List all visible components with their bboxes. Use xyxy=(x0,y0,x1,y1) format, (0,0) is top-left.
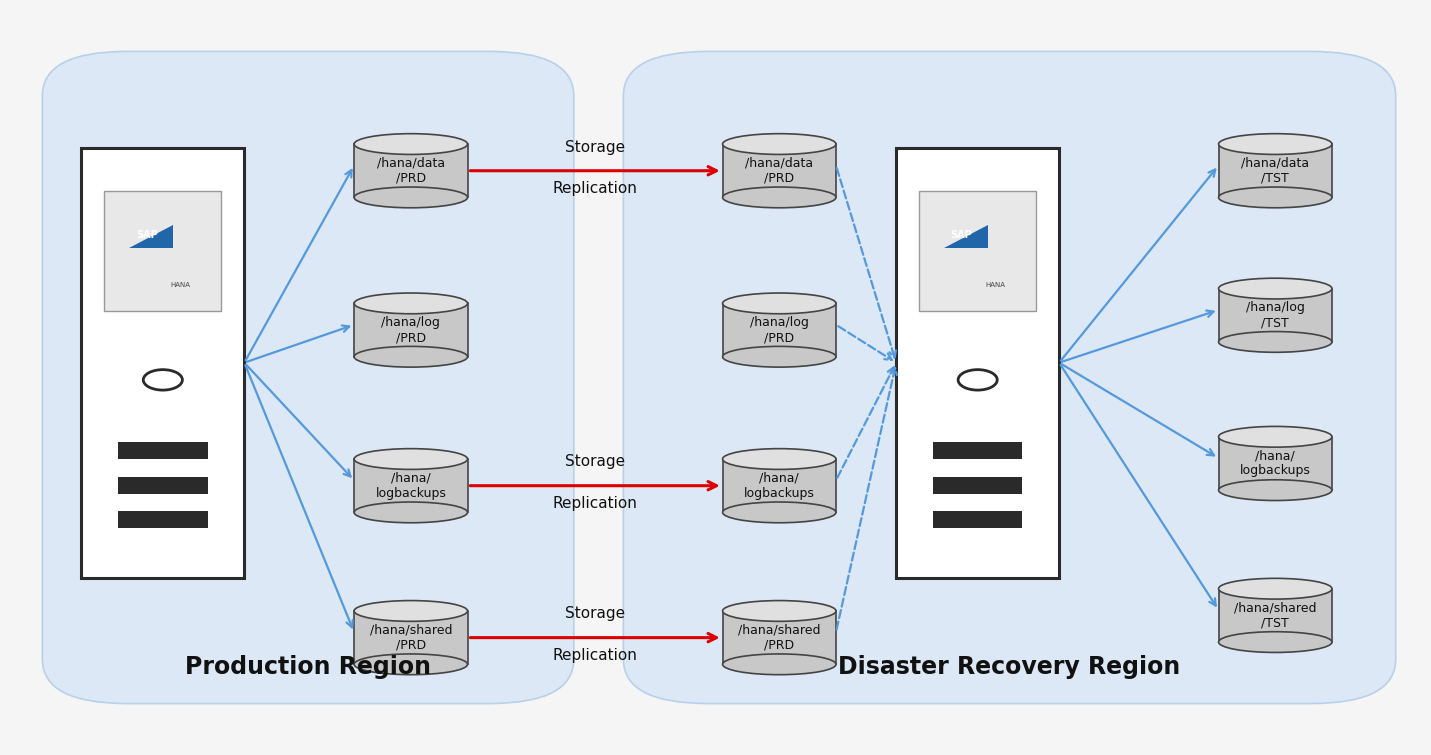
FancyBboxPatch shape xyxy=(43,51,574,704)
Text: Replication: Replication xyxy=(552,496,637,511)
Text: HANA: HANA xyxy=(170,282,190,288)
Bar xyxy=(723,459,836,513)
Text: /hana/shared
/PRD: /hana/shared /PRD xyxy=(738,624,820,652)
Bar xyxy=(723,304,836,357)
Ellipse shape xyxy=(1219,427,1332,447)
Text: /hana/data
/PRD: /hana/data /PRD xyxy=(746,157,813,185)
Ellipse shape xyxy=(1219,134,1332,155)
Ellipse shape xyxy=(723,134,836,155)
Text: Storage: Storage xyxy=(565,606,625,621)
Ellipse shape xyxy=(353,293,468,314)
Text: Storage: Storage xyxy=(565,140,625,155)
FancyBboxPatch shape xyxy=(896,148,1059,578)
Text: /hana/
logbackups: /hana/ logbackups xyxy=(375,472,446,500)
Circle shape xyxy=(959,370,997,390)
Ellipse shape xyxy=(353,134,468,155)
Bar xyxy=(117,511,207,528)
Ellipse shape xyxy=(353,448,468,470)
Text: /hana/log
/TST: /hana/log /TST xyxy=(1246,301,1305,329)
Polygon shape xyxy=(943,225,989,248)
Text: HANA: HANA xyxy=(986,282,1005,288)
Text: Replication: Replication xyxy=(552,181,637,196)
Text: Production Region: Production Region xyxy=(185,655,431,679)
Ellipse shape xyxy=(353,187,468,208)
Ellipse shape xyxy=(723,448,836,470)
Text: /hana/log
/PRD: /hana/log /PRD xyxy=(750,316,809,344)
Bar xyxy=(1219,288,1332,342)
Bar xyxy=(117,476,207,494)
Bar xyxy=(1219,589,1332,642)
Ellipse shape xyxy=(1219,331,1332,353)
Polygon shape xyxy=(129,225,173,248)
Ellipse shape xyxy=(1219,632,1332,652)
Text: SAP: SAP xyxy=(136,230,157,240)
Ellipse shape xyxy=(353,654,468,675)
Ellipse shape xyxy=(1219,278,1332,299)
Ellipse shape xyxy=(723,654,836,675)
Bar xyxy=(933,476,1023,494)
Ellipse shape xyxy=(723,347,836,367)
Bar xyxy=(117,442,207,459)
Bar xyxy=(933,442,1023,459)
Ellipse shape xyxy=(723,187,836,208)
Text: Replication: Replication xyxy=(552,648,637,663)
Text: /hana/
logbackups: /hana/ logbackups xyxy=(744,472,814,500)
FancyBboxPatch shape xyxy=(104,191,222,311)
Bar xyxy=(933,511,1023,528)
Ellipse shape xyxy=(723,502,836,522)
Ellipse shape xyxy=(353,347,468,367)
Ellipse shape xyxy=(1219,187,1332,208)
Text: /hana/
logbackups: /hana/ logbackups xyxy=(1239,449,1311,477)
Text: /hana/shared
/PRD: /hana/shared /PRD xyxy=(369,624,452,652)
Text: Disaster Recovery Region: Disaster Recovery Region xyxy=(839,655,1181,679)
Bar xyxy=(723,611,836,664)
Ellipse shape xyxy=(1219,578,1332,599)
FancyBboxPatch shape xyxy=(919,191,1036,311)
Bar xyxy=(353,459,468,513)
Text: Storage: Storage xyxy=(565,455,625,470)
Text: /hana/shared
/TST: /hana/shared /TST xyxy=(1234,602,1317,630)
Text: /hana/data
/TST: /hana/data /TST xyxy=(1241,157,1309,185)
Ellipse shape xyxy=(353,600,468,621)
Ellipse shape xyxy=(1219,479,1332,501)
Text: /hana/data
/PRD: /hana/data /PRD xyxy=(376,157,445,185)
FancyBboxPatch shape xyxy=(82,148,245,578)
Ellipse shape xyxy=(353,502,468,522)
Bar xyxy=(353,611,468,664)
Bar xyxy=(353,304,468,357)
Ellipse shape xyxy=(723,600,836,621)
Text: /hana/log
/PRD: /hana/log /PRD xyxy=(382,316,441,344)
Bar xyxy=(1219,437,1332,490)
Ellipse shape xyxy=(723,293,836,314)
FancyBboxPatch shape xyxy=(624,51,1395,704)
Bar xyxy=(723,144,836,197)
Bar xyxy=(1219,144,1332,197)
Bar xyxy=(353,144,468,197)
Text: SAP: SAP xyxy=(950,230,972,240)
Circle shape xyxy=(143,370,182,390)
